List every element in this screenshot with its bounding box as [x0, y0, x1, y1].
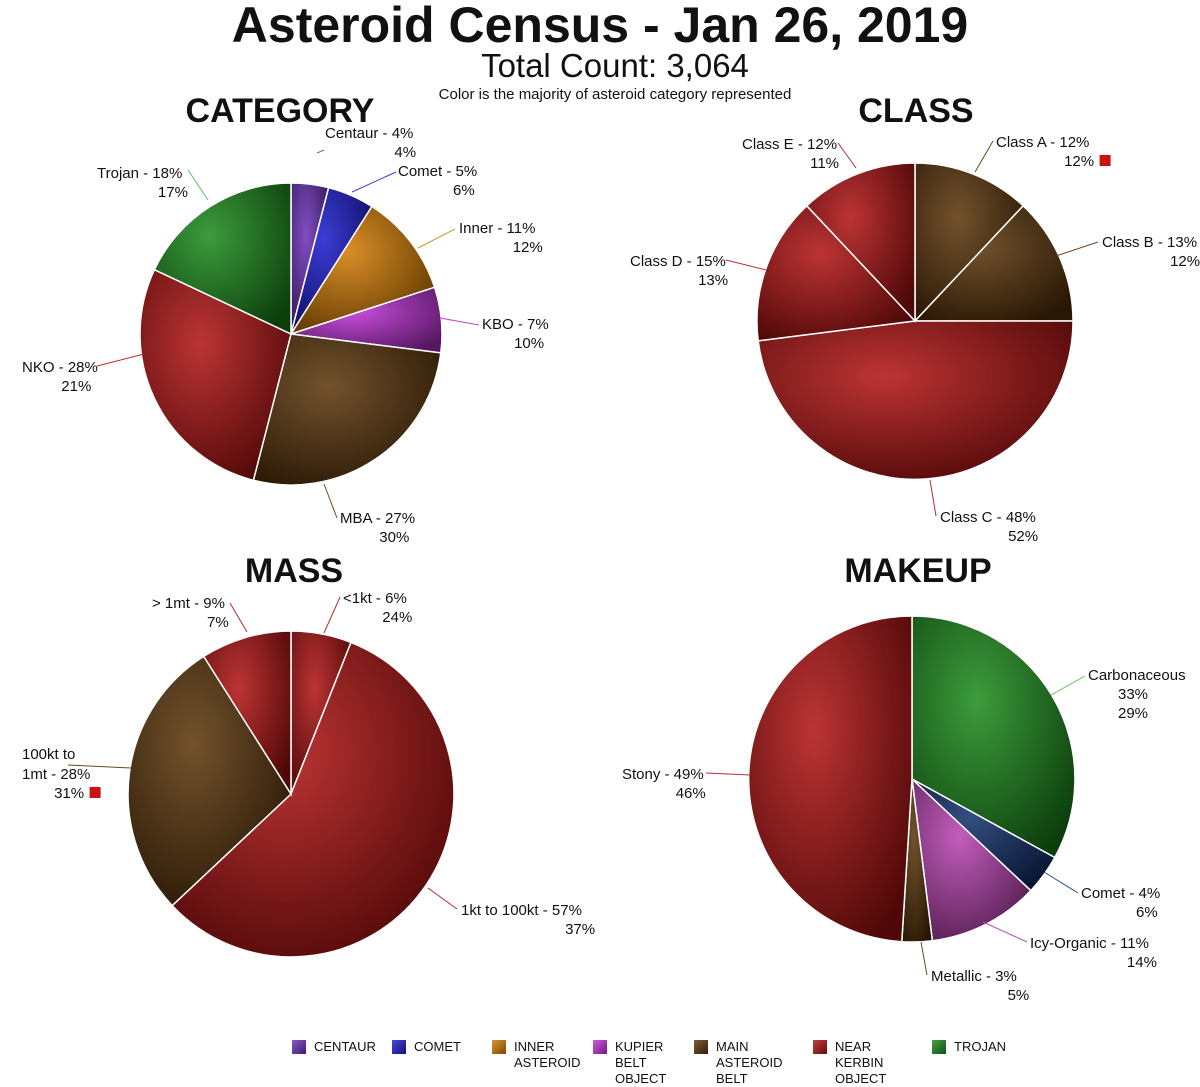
slice-label: Class E - 12% 11% — [742, 136, 839, 172]
page-subtitle: Total Count: 3,064 — [481, 47, 749, 84]
legend-swatch — [932, 1040, 946, 1054]
slice-label: Centaur - 4% 4% — [325, 125, 416, 161]
slice-label: Class C - 48% 52% — [940, 509, 1038, 545]
slice-label: Class D - 15% 13% — [630, 253, 728, 289]
leader-line — [725, 259, 767, 271]
leader-line — [982, 921, 1028, 943]
legend-swatch — [492, 1040, 506, 1054]
slice-label: 1kt to 100kt - 57% 37% — [461, 902, 595, 938]
leader-line — [67, 764, 132, 769]
pie-chart-class: CLASS Class A - 12% 12% Class B - 13% 12% Cla… — [630, 92, 1200, 545]
leader-line — [1043, 871, 1079, 894]
legend-swatch — [813, 1040, 827, 1054]
marker-square — [89, 787, 101, 798]
pie-title: CLASS — [858, 92, 973, 130]
leader-line — [417, 228, 456, 249]
slice-label: Comet - 4% 6% — [1081, 885, 1160, 921]
slice-label: Class B - 13% 12% — [1102, 234, 1200, 270]
slice-label: NKO - 28% 21% — [22, 359, 98, 395]
legend-label: COMET — [414, 1039, 461, 1054]
slice-label: Comet - 5% 6% — [398, 163, 477, 199]
leader-line — [316, 149, 325, 154]
legend-swatch — [292, 1040, 306, 1054]
slice-label: MBA - 27% 30% — [340, 510, 415, 546]
legend-label: INNER ASTEROID — [514, 1039, 581, 1070]
leader-line — [920, 941, 928, 976]
pie-slice — [139, 268, 292, 482]
slice-label: 100kt to 1mt - 28% 31% — [22, 746, 90, 802]
slice-label: Class A - 12% 12% — [996, 134, 1094, 170]
legend-swatch — [593, 1040, 607, 1054]
leader-line — [351, 171, 397, 193]
legend: CENTAUR COMET INNER ASTEROID KUPIER BELT… — [0, 1038, 1200, 1086]
pie-slice — [153, 182, 292, 336]
pie-slice — [911, 615, 1076, 859]
slice-label: > 1mt - 9% 7% — [152, 595, 229, 631]
pie-title: MASS — [245, 552, 343, 590]
slice-label: <1kt - 6% 24% — [343, 590, 412, 626]
leader-line — [229, 602, 248, 633]
pie-chart-makeup: MAKEUP Carbonaceous 33% 29% Comet - 4% 6% Icy-… — [622, 552, 1186, 1004]
slice-label: Metallic - 3% 5% — [931, 968, 1029, 1004]
leader-line — [929, 479, 937, 517]
legend-label: CENTAUR — [314, 1039, 376, 1054]
leader-line — [427, 887, 458, 910]
pie-slice — [914, 162, 1025, 323]
slice-label: Stony - 49% 46% — [622, 766, 706, 802]
pie-slice — [202, 630, 292, 797]
pie-slice — [171, 641, 455, 958]
leader-line — [1055, 241, 1099, 257]
slice-label: Carbonaceous 33% 29% — [1088, 667, 1186, 722]
pie-slice — [757, 320, 1074, 481]
pie-slice — [289, 205, 436, 336]
leader-line — [439, 317, 480, 326]
page-title: Asteroid Census - Jan 26, 2019 — [231, 0, 969, 53]
pie-slice — [127, 655, 292, 907]
slice-label: Trojan - 18% 17% — [97, 165, 188, 201]
legend-swatch — [694, 1040, 708, 1054]
leader-line — [187, 169, 209, 201]
leader-line — [974, 140, 994, 173]
pie-slice — [748, 615, 913, 943]
slice-label: Inner - 11% 12% — [459, 220, 543, 256]
pie-slice — [805, 162, 916, 323]
leader-line — [323, 483, 338, 519]
leader-line — [1050, 675, 1086, 696]
pie-slice — [913, 204, 1074, 322]
pie-slice — [910, 777, 1032, 942]
leader-line — [837, 142, 857, 169]
pie-slice — [252, 333, 442, 486]
legend-label: TROJAN — [954, 1039, 1006, 1054]
leader-line — [705, 772, 751, 776]
slice-label: Icy-Organic - 11% 14% — [1030, 935, 1157, 971]
color-note: Color is the majority of asteroid catego… — [438, 86, 792, 103]
leader-line — [323, 596, 341, 634]
leader-line — [96, 353, 145, 367]
pie-title: MAKEUP — [844, 552, 991, 590]
pie-slice — [756, 204, 917, 342]
slice-label: KBO - 7% 10% — [482, 316, 549, 352]
pie-chart-mass: MASS<1kt - 6% 24% 1kt to 100kt - 57% 37% 100… — [22, 552, 595, 958]
pie-title: CATEGORY — [186, 92, 375, 130]
legend-swatch — [392, 1040, 406, 1054]
marker-square — [1099, 155, 1111, 166]
